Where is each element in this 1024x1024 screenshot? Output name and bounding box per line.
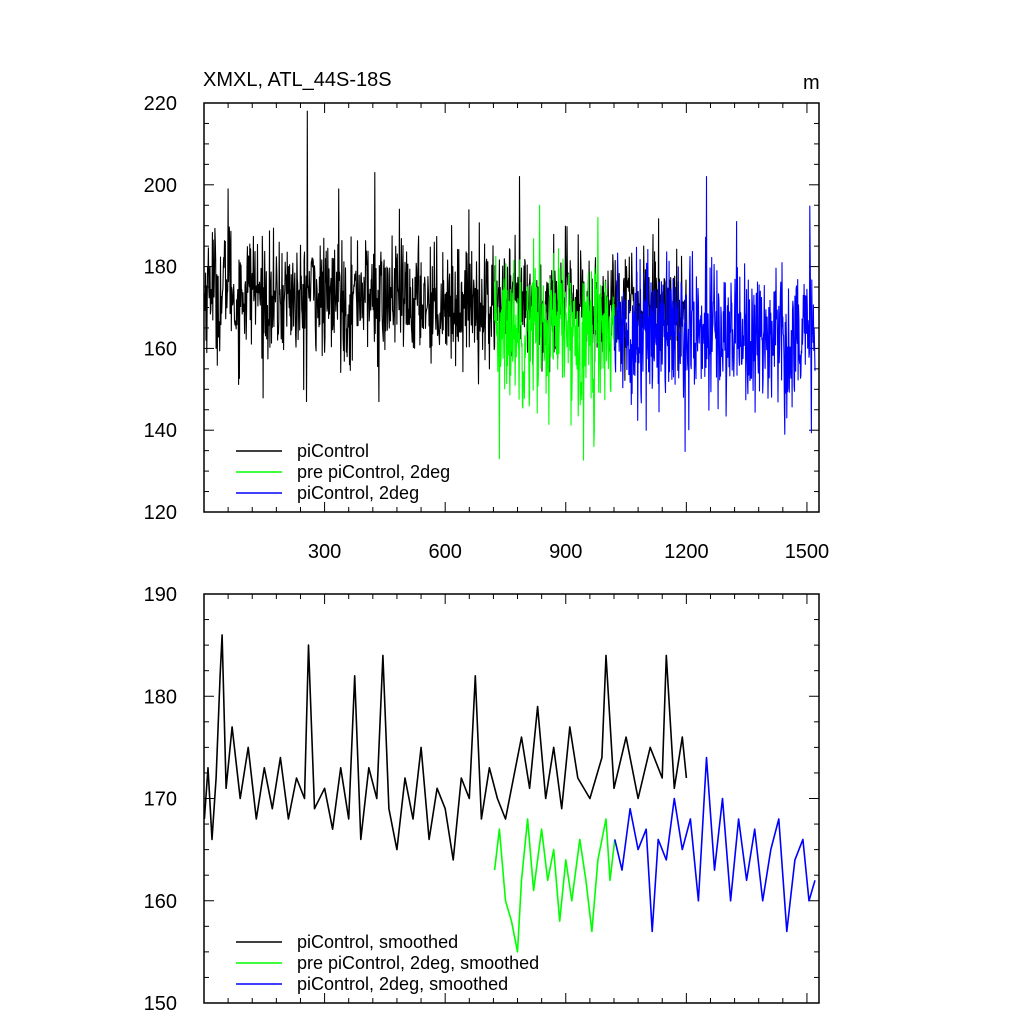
legend-label: piControl, smoothed xyxy=(297,932,458,952)
series-line xyxy=(614,756,816,933)
y-tick-label: 160 xyxy=(144,338,177,360)
panel-title: XMXL, ATL_44S-18S xyxy=(203,69,392,91)
y-tick-label: 220 xyxy=(144,93,177,115)
plot-frame xyxy=(203,102,820,513)
x-tick-label: 900 xyxy=(549,541,582,563)
series-line xyxy=(203,110,687,403)
plot-frame xyxy=(203,593,820,1004)
series-line xyxy=(494,204,616,461)
x-tick-label: 1500 xyxy=(785,541,830,563)
y-tick-label: 120 xyxy=(144,502,177,524)
legend-label: piControl, 2deg, smoothed xyxy=(297,974,508,994)
y-tick-label: 170 xyxy=(144,789,177,811)
y-tick-label: 140 xyxy=(144,420,177,442)
units-label: m xyxy=(803,72,820,94)
legend-label: pre piControl, 2deg xyxy=(297,462,450,482)
x-tick-label: 1200 xyxy=(664,541,709,563)
legend-label: pre piControl, 2deg, smoothed xyxy=(297,953,539,973)
x-tick-label: 300 xyxy=(308,541,341,563)
y-tick-label: 150 xyxy=(144,993,177,1015)
y-tick-label: 180 xyxy=(144,686,177,708)
legend-label: piControl, 2deg xyxy=(297,483,419,503)
y-tick-label: 160 xyxy=(144,891,177,913)
series-line xyxy=(203,634,688,861)
y-tick-label: 180 xyxy=(144,257,177,279)
series-line xyxy=(614,176,816,453)
series-line xyxy=(493,818,616,953)
x-tick-label: 600 xyxy=(428,541,461,563)
legend-label: piControl xyxy=(297,441,369,461)
y-tick-label: 190 xyxy=(144,584,177,606)
top-panel: XMXL, ATL_44S-18S m 120 140 160 180 200 220 30… xyxy=(144,69,830,563)
y-tick-label: 200 xyxy=(144,175,177,197)
